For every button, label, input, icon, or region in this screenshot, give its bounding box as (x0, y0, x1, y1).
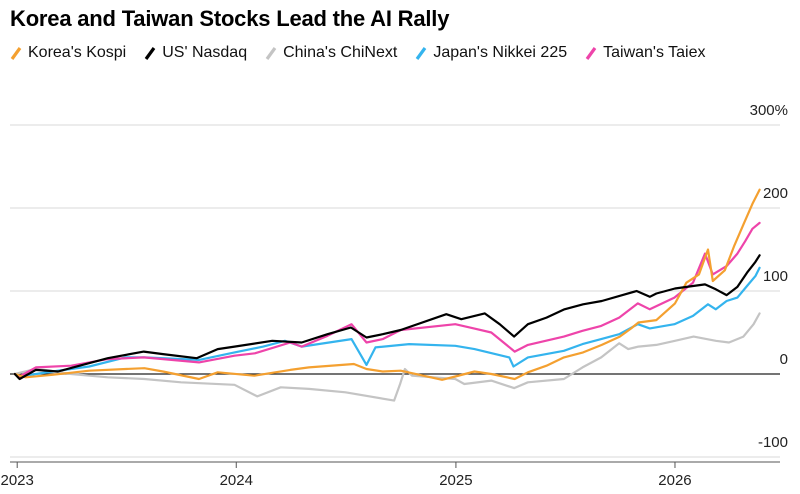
x-tick-label: 2024 (220, 472, 253, 489)
legend-item: US' Nasdaq (144, 42, 247, 64)
legend: Korea's Kospi US' Nasdaq China's ChiNext Ja… (10, 42, 710, 64)
legend-label: Japan's Nikkei 225 (433, 44, 568, 61)
legend-swatch-icon (585, 47, 597, 60)
x-tick-label: 2026 (658, 472, 691, 489)
chart-title: Korea and Taiwan Stocks Lead the AI Rall… (10, 6, 450, 31)
legend-label: Taiwan's Taiex (603, 44, 706, 61)
legend-swatch-icon (416, 47, 427, 60)
legend-label: Korea's Kospi (28, 44, 127, 61)
y-tick-label: 300% (750, 102, 788, 119)
series-line (13, 312, 761, 402)
legend-label: US' Nasdaq (162, 44, 248, 61)
series-line (13, 221, 761, 378)
y-tick-label: 200 (763, 185, 788, 202)
series-line (13, 188, 761, 381)
x-tick-label: 2023 (1, 472, 34, 489)
series-line (13, 266, 761, 378)
legend-item: Japan's Nikkei 225 (415, 42, 567, 64)
y-tick-label: 100 (763, 268, 788, 285)
legend-swatch-icon (144, 47, 156, 60)
legend-item: Taiwan's Taiex (585, 42, 705, 64)
legend-item: China's ChiNext (265, 42, 397, 64)
y-tick-label: -100 (758, 434, 788, 451)
legend-label: China's ChiNext (283, 44, 398, 61)
legend-swatch-icon (265, 47, 277, 60)
y-tick-label: 0 (780, 351, 788, 368)
x-tick-label: 2025 (439, 472, 472, 489)
legend-item: Korea's Kospi (10, 42, 126, 64)
series-line (13, 254, 761, 381)
legend-swatch-icon (10, 47, 22, 60)
